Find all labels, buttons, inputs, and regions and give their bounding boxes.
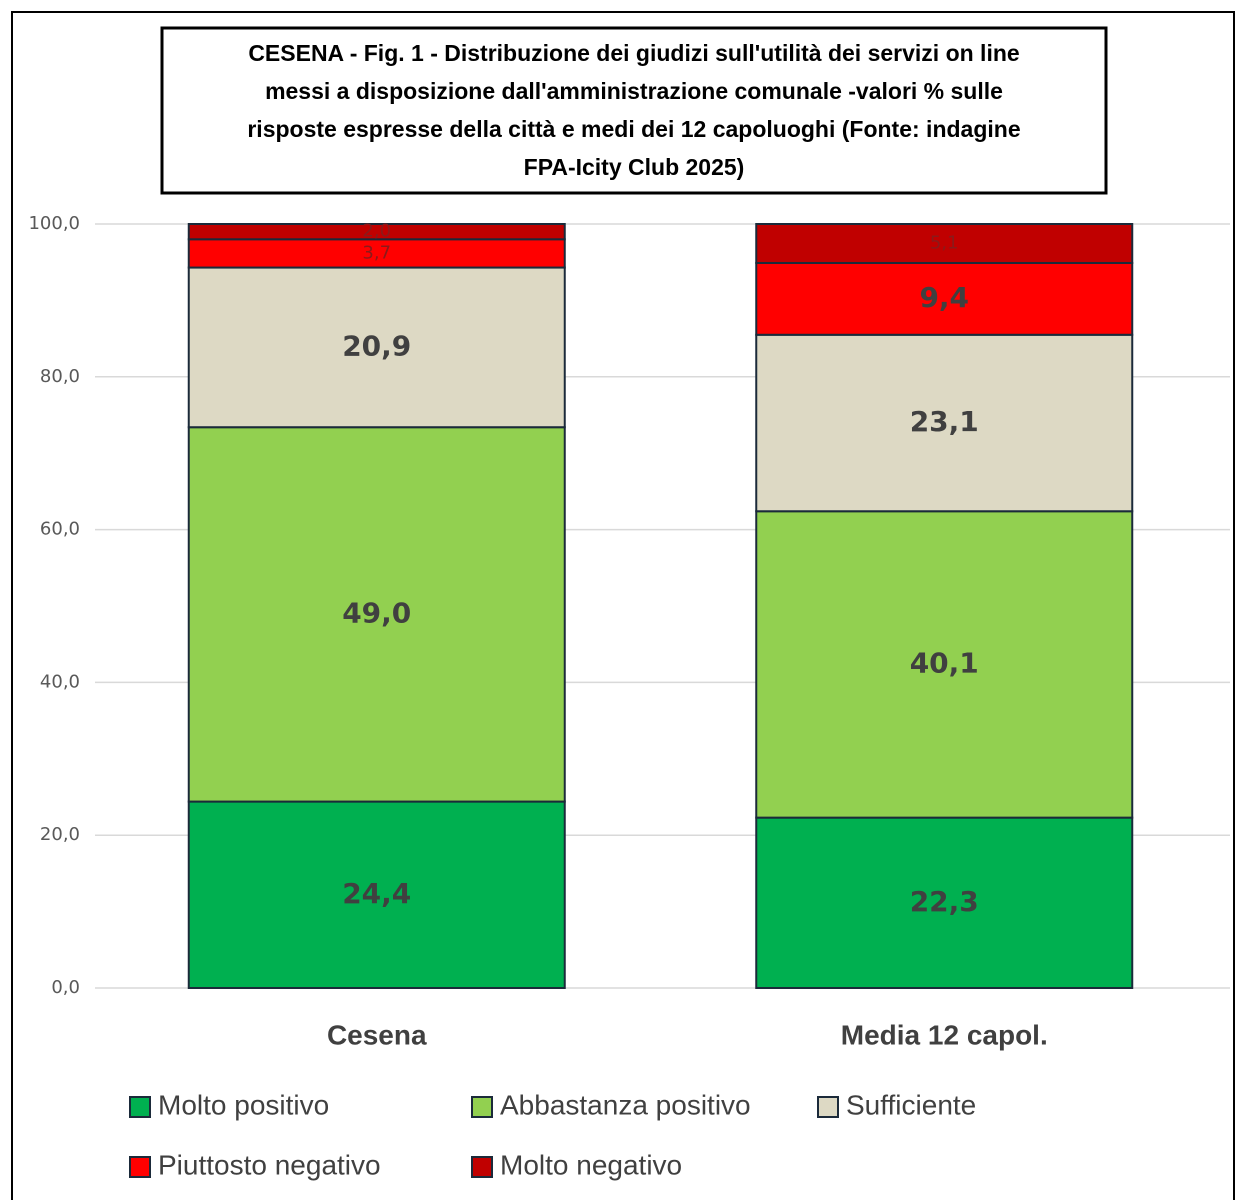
- bar-segment: [755, 261, 1134, 336]
- legend-label: Piuttosto negativo: [158, 1149, 381, 1180]
- data-label: 40,1: [910, 646, 979, 679]
- legend-label: Molto negativo: [500, 1149, 682, 1180]
- legend-label: Molto positivo: [158, 1089, 329, 1120]
- legend-swatch: [129, 1156, 151, 1178]
- bar-segment: [187, 223, 566, 241]
- bar-segment: [755, 223, 1134, 264]
- bar-segment: [187, 266, 566, 429]
- data-label: 20,9: [342, 329, 411, 362]
- data-label: 24,4: [342, 877, 411, 910]
- bar-segment: [755, 333, 1134, 513]
- x-tick-label: Media 12 capol.: [841, 1019, 1048, 1050]
- y-tick-label: 20,0: [40, 824, 80, 845]
- data-label: 9,4: [919, 281, 969, 314]
- title-box: [160, 26, 1108, 195]
- y-tick-label: 100,0: [28, 213, 80, 234]
- bar-segment: [755, 816, 1134, 989]
- data-label: 23,1: [910, 405, 979, 438]
- y-tick-label: 60,0: [40, 519, 80, 540]
- chart-title: messi a disposizione dall'amministrazion…: [265, 78, 1003, 104]
- data-label: 5,1: [930, 232, 959, 253]
- data-label: 49,0: [342, 596, 411, 629]
- legend-swatch: [129, 1096, 151, 1118]
- bar-segment: [187, 426, 566, 803]
- y-tick-label: 80,0: [40, 366, 80, 387]
- bar-segment: [755, 510, 1134, 819]
- bar-segment: [187, 800, 566, 989]
- data-label: 2,0: [362, 221, 391, 242]
- chart-title: CESENA - Fig. 1 - Distribuzione dei giud…: [248, 40, 1019, 66]
- data-label: 3,7: [362, 242, 391, 263]
- legend-label: Sufficiente: [846, 1089, 976, 1120]
- legend-swatch: [471, 1156, 493, 1178]
- chart-title: risposte espresse della città e medi dei…: [247, 116, 1020, 142]
- x-tick-label: Cesena: [327, 1019, 427, 1050]
- bar-segment: [187, 238, 566, 269]
- legend-label: Abbastanza positivo: [500, 1089, 751, 1120]
- data-label: 22,3: [910, 885, 979, 918]
- y-tick-label: 40,0: [40, 671, 80, 692]
- chart-title: FPA-Icity Club 2025): [524, 154, 745, 180]
- y-tick-label: 0,0: [51, 977, 80, 998]
- legend-swatch: [817, 1096, 839, 1118]
- legend-swatch: [471, 1096, 493, 1118]
